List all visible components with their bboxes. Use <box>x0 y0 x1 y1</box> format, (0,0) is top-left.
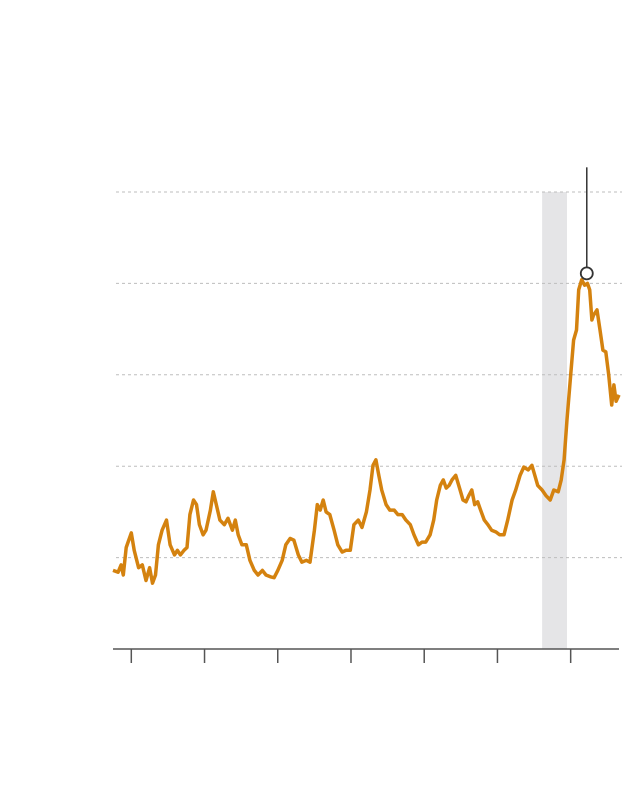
highlight-marker <box>579 266 594 281</box>
data-line <box>112 277 621 585</box>
shaded-period <box>542 192 568 649</box>
